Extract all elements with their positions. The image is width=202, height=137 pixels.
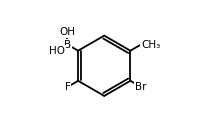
Text: OH: OH: [59, 27, 75, 37]
Text: B: B: [64, 40, 71, 49]
Text: Br: Br: [135, 82, 146, 92]
Text: HO: HO: [48, 46, 64, 56]
Text: CH₃: CH₃: [140, 40, 160, 49]
Text: F: F: [64, 82, 70, 92]
